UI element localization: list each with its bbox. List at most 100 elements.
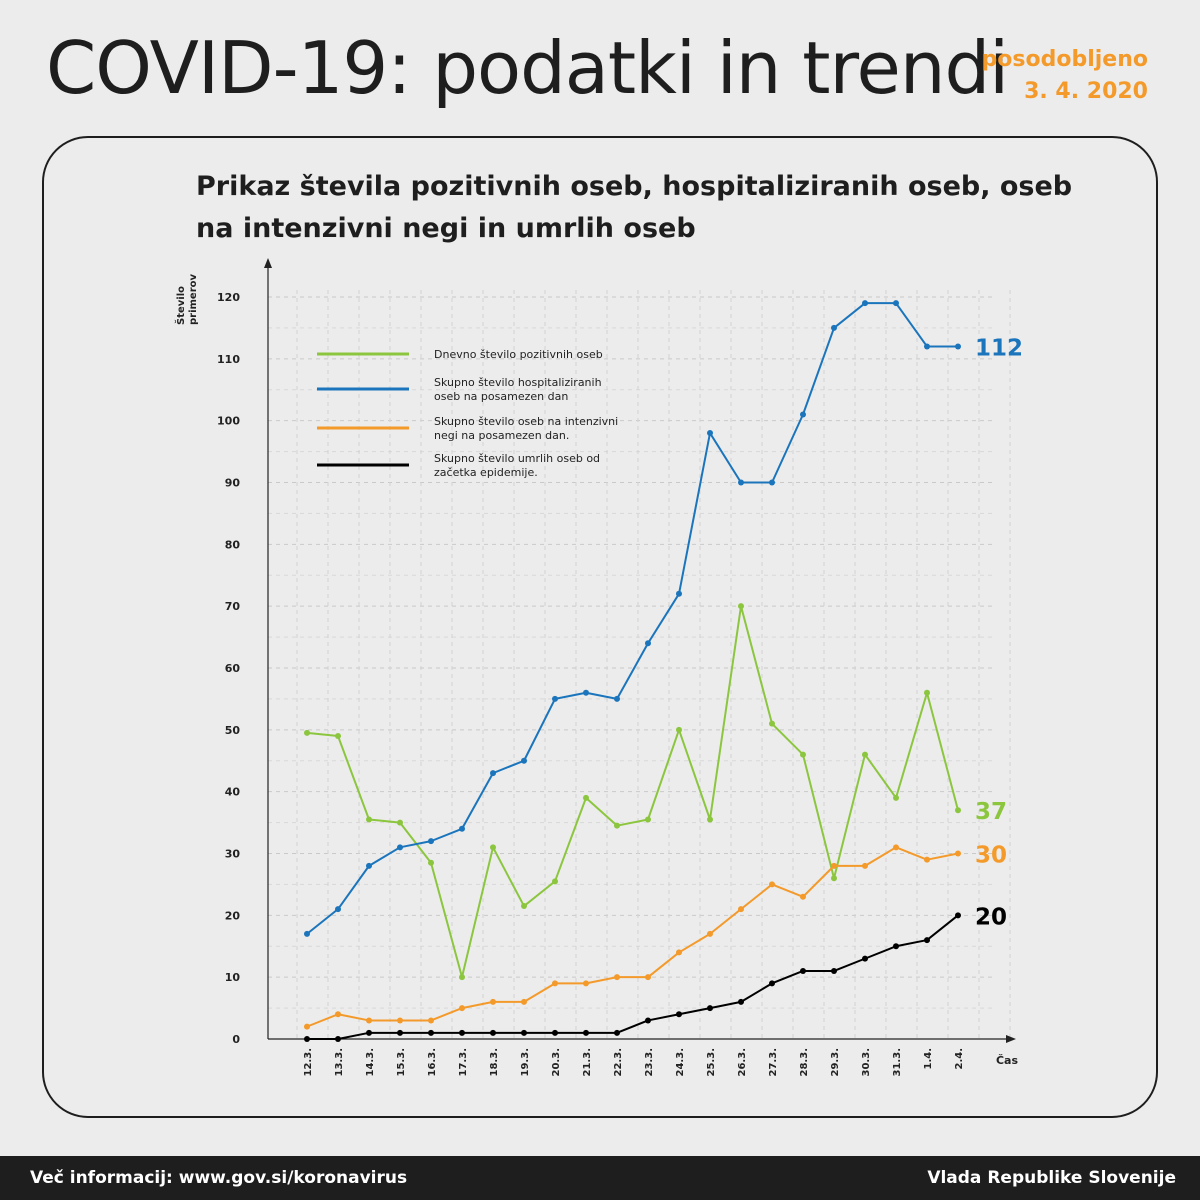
series-1-point [862,751,868,758]
footer-info-link[interactable]: Več informacij: www.gov.si/koronavirus [30,1168,408,1188]
series-3-point [862,862,868,869]
y-axis-arrow [264,258,272,268]
legend-label-2: Skupno število hospitaliziranih [434,376,602,389]
x-tick-label: 30.3. [861,1048,872,1076]
series-line-1 [306,605,959,979]
footer-publisher: Vlada Republike Slovenije [927,1168,1176,1188]
series-4-point [335,1036,341,1042]
chart-title: Prikaz števila pozitivnih oseb, hospital… [196,166,1096,250]
y-tick-label: 10 [225,971,241,984]
series-3-point [614,974,620,981]
series-2-point [304,930,310,937]
series-2-point [645,640,651,647]
series-4-point [397,1029,403,1036]
series-3-point [335,1011,341,1018]
series-4-point [552,1029,558,1036]
series-4-point [862,955,868,962]
series-4-point [614,1029,620,1036]
series-4-point [893,943,899,950]
series-2-point [769,479,775,486]
series-3-point [583,980,589,987]
series-1-point [831,875,837,882]
series-1-point [459,974,465,981]
x-tick-label: 12.3. [303,1048,314,1076]
series-4-point [459,1029,465,1036]
series-4-point [304,1036,310,1042]
x-tick-label: 26.3. [737,1048,748,1076]
x-tick-label: 19.3. [520,1048,531,1076]
x-tick-label: 20.3. [551,1048,562,1076]
series-1-point [552,878,558,885]
series-3-point [304,1023,310,1030]
series-end-label-2: 112 [975,335,1023,361]
series-line-3 [306,846,959,1028]
x-tick-label: 29.3. [830,1048,841,1076]
x-tick-label: 13.3. [334,1048,345,1076]
series-4-point [831,967,837,974]
series-4-point [645,1017,651,1024]
chart-card [42,136,1158,1118]
update-info: posodobljeno 3. 4. 2020 [982,44,1148,108]
series-end-label-1: 37 [975,799,1007,825]
x-tick-label: 28.3. [799,1048,810,1076]
series-3-point [831,862,837,869]
series-1-point [397,819,403,826]
series-1-point [490,844,496,851]
footer-bar: Več informacij: www.gov.si/koronavirus V… [0,1156,1200,1200]
y-tick-label: 0 [232,1033,240,1046]
series-1-point [893,794,899,801]
x-axis-arrow [1006,1035,1016,1043]
series-1-point [366,816,372,823]
x-tick-label: 15.3. [396,1048,407,1076]
series-2-point [459,825,465,832]
y-axis-label: primerov [188,273,199,325]
series-2-point [397,844,403,851]
series-2-point [335,906,341,913]
series-3-point [707,930,713,937]
chart-title-line-1: Prikaz števila pozitivnih oseb, hospital… [196,171,1073,202]
x-tick-label: 18.3. [489,1048,500,1076]
series-3-point [645,974,651,981]
y-tick-label: 70 [225,600,241,613]
x-tick-label: 21.3. [582,1048,593,1076]
series-3-point [924,856,930,863]
x-tick-label: 22.3. [613,1048,624,1076]
y-tick-label: 50 [225,724,241,737]
series-3-point [800,893,806,900]
updated-label: posodobljeno [981,47,1148,72]
series-2-point [366,862,372,869]
y-tick-label: 20 [225,909,241,922]
series-3-point [955,850,961,857]
x-tick-label: 27.3. [768,1048,779,1076]
series-end-label-4: 20 [975,904,1007,930]
series-1-point [924,689,930,696]
legend-label-3: Skupno število oseb na intenzivni [434,415,618,428]
series-2-point [831,324,837,331]
series-3-point [490,998,496,1005]
x-tick-label: 14.3. [365,1048,376,1076]
series-2-point [893,300,899,307]
series-1-point [304,729,310,736]
series-end-label-3: 30 [975,843,1007,869]
series-2-point [552,695,558,702]
series-1-point [428,859,434,866]
series-1-point [707,816,713,823]
series-1-point [521,903,527,910]
series-4-point [707,1005,713,1012]
series-3-point [738,906,744,913]
series-3-point [893,844,899,851]
series-2-point [955,343,961,350]
series-1-point [676,726,682,733]
x-tick-label: 2.4. [954,1048,965,1070]
y-tick-label: 110 [217,353,240,366]
series-3-point [552,980,558,987]
x-tick-label: 17.3. [458,1048,469,1076]
x-axis-label: Čas [996,1054,1018,1067]
y-tick-label: 90 [225,477,241,490]
series-4-point [769,980,775,987]
series-4-point [366,1029,372,1036]
y-tick-label: 30 [225,848,241,861]
series-4-point [490,1029,496,1036]
y-axis-label: Število [174,286,187,325]
x-tick-label: 25.3. [706,1048,717,1076]
